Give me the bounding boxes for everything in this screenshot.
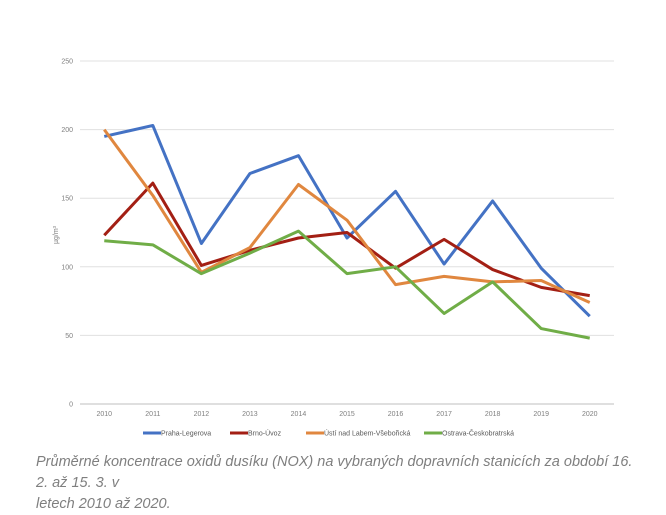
- legend-label: Praha-Legerova: [161, 431, 211, 438]
- y-tick-label: 250: [61, 59, 73, 66]
- series-line-Praha-Legerova: [103, 123, 591, 318]
- caption-line-1: Průměrné koncentrace oxidů dusíku (NOX) …: [36, 454, 633, 491]
- line-chart: 0 50 100 150 200 250 2010 2011 2012 2013 2014 2015…: [53, 59, 614, 438]
- x-tick-label: 2011: [145, 411, 160, 418]
- x-tick-label: 2017: [436, 411, 452, 418]
- x-tick-label: 2018: [485, 411, 501, 418]
- series-line-Ústí nad Labem-Všebořická: [103, 128, 591, 304]
- series-line-Brno-Úvoz: [103, 181, 590, 298]
- x-tick-label: 2010: [96, 411, 112, 418]
- chart-caption: Průměrné koncentrace oxidů dusíku (NOX) …: [36, 452, 636, 515]
- legend-label: Ostrava-Českobratrská: [442, 429, 514, 438]
- x-tick-label: 2012: [194, 411, 210, 418]
- legend-label: Ústí nad Labem-Všebořická: [324, 429, 410, 438]
- x-tick-label: 2016: [388, 411, 404, 418]
- y-tick-label: 100: [61, 264, 73, 271]
- y-tick-label: 200: [61, 127, 73, 134]
- series-line-Ostrava-Českobratrská: [104, 229, 591, 340]
- x-tick-label: 2015: [339, 411, 355, 418]
- x-tick-label: 2019: [533, 411, 549, 418]
- y-tick-label: 150: [61, 196, 73, 203]
- x-tick-label: 2020: [582, 411, 598, 418]
- y-tick-label: 0: [69, 402, 73, 409]
- y-axis-label: µg/m³: [53, 225, 60, 244]
- legend-label: Brno-Úvoz: [248, 429, 282, 438]
- x-tick-label: 2013: [242, 411, 258, 418]
- y-tick-label: 50: [65, 333, 73, 340]
- x-tick-label: 2014: [291, 411, 307, 418]
